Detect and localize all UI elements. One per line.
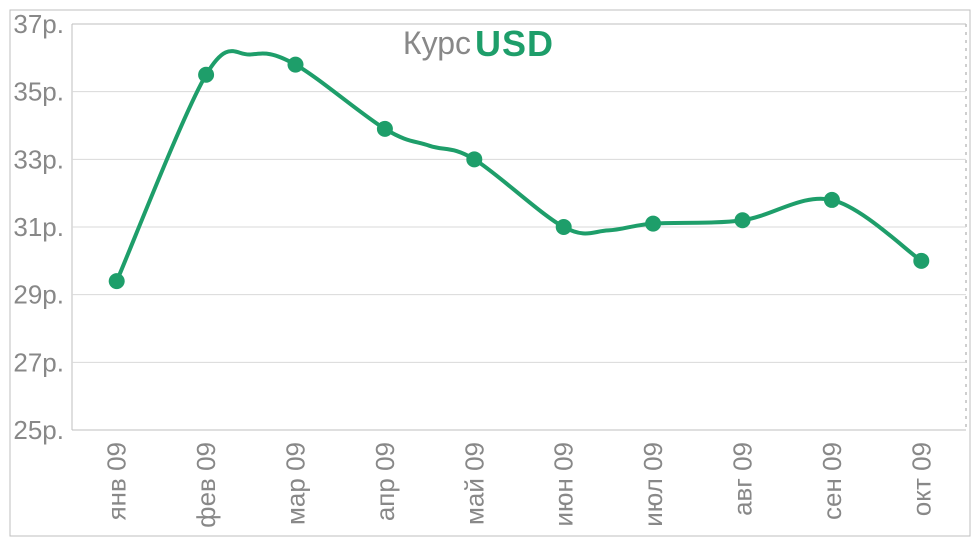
data-point xyxy=(466,151,482,167)
title-prefix: Курс xyxy=(403,25,471,61)
data-point xyxy=(198,67,214,83)
x-tick-label: апр 09 xyxy=(370,442,400,521)
x-tick-label-group: сен 09 xyxy=(817,442,847,520)
data-point xyxy=(735,212,751,228)
data-point xyxy=(377,121,393,137)
x-tick-label: окт 09 xyxy=(906,442,936,516)
x-tick-label-group: июл 09 xyxy=(638,442,668,527)
x-tick-label: июн 09 xyxy=(549,442,579,527)
title-bold: USD xyxy=(475,23,554,64)
x-tick-label: май 09 xyxy=(459,442,489,525)
x-tick-label-group: май 09 xyxy=(459,442,489,525)
x-tick-label: янв 09 xyxy=(102,442,132,520)
data-point xyxy=(109,273,125,289)
x-tick-label-group: авг 09 xyxy=(728,442,758,516)
y-tick-label: 25р. xyxy=(13,415,64,445)
x-tick-label-group: окт 09 xyxy=(906,442,936,516)
x-tick-label: мар 09 xyxy=(281,442,311,525)
data-point xyxy=(556,219,572,235)
x-tick-label-group: апр 09 xyxy=(370,442,400,521)
usd-rate-chart: 25р. 27р. 29р. 31р. 33р. 35р. 37р. Курс USD янв … xyxy=(0,0,980,546)
x-tick-label: авг 09 xyxy=(728,442,758,516)
x-tick-label-group: янв 09 xyxy=(102,442,132,520)
x-tick-label: июл 09 xyxy=(638,442,668,527)
line-series xyxy=(117,51,922,281)
data-point xyxy=(645,216,661,232)
chart-svg: 25р. 27р. 29р. 31р. 33р. 35р. 37р. Курс USD янв … xyxy=(0,0,980,546)
x-tick-label: сен 09 xyxy=(817,442,847,520)
data-point xyxy=(913,253,929,269)
y-tick-label: 33р. xyxy=(13,144,64,174)
x-tick-label: фев 09 xyxy=(191,442,221,528)
y-tick-label: 29р. xyxy=(13,280,64,310)
x-tick-label-group: мар 09 xyxy=(281,442,311,525)
data-point xyxy=(288,57,304,73)
y-tick-label: 35р. xyxy=(13,77,64,107)
x-tick-label-group: июн 09 xyxy=(549,442,579,527)
y-tick-label: 37р. xyxy=(13,9,64,39)
x-tick-label-group: фев 09 xyxy=(191,442,221,528)
chart-title: Курс USD xyxy=(403,23,554,64)
y-tick-label: 31р. xyxy=(13,212,64,242)
y-tick-label: 27р. xyxy=(13,347,64,377)
data-point xyxy=(824,192,840,208)
